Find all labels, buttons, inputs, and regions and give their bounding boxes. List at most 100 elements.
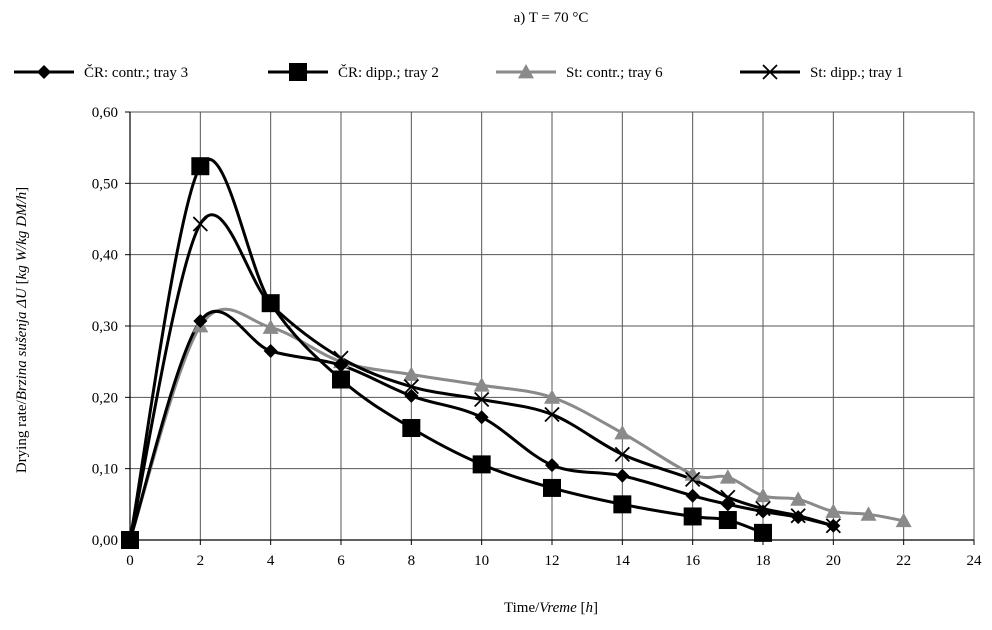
y-axis-label-prefix: Drying rate/ <box>14 399 30 473</box>
data-point-x-stroke-b <box>790 508 806 524</box>
x-axis-label-prefix: Time/ <box>504 600 540 616</box>
x-tick-labels: 0 2 4 6 8 10 12 14 16 18 20 22 24 <box>126 553 982 569</box>
y-tick-label: 0,10 <box>92 462 118 478</box>
y-tick-label: 0,60 <box>92 105 118 121</box>
data-point-x <box>544 406 560 423</box>
data-point-x <box>685 471 701 488</box>
data-point-diamond <box>263 343 278 358</box>
y-axis-label-unit: kg W/kg DM/h <box>14 192 30 279</box>
y-tick-labels: 0,00 0,10 0,20 0,30 0,40 0,50 0,60 <box>92 105 118 549</box>
data-point-square <box>543 478 561 497</box>
legend-label: St: dipp.; tray 1 <box>810 65 903 81</box>
data-point-triangle <box>262 319 279 334</box>
series-lines <box>128 157 904 541</box>
data-point-triangle <box>403 366 420 381</box>
data-point-triangle <box>790 491 807 506</box>
x-axis-label: Time/Vreme [h] <box>504 600 598 616</box>
data-point-triangle <box>755 487 771 503</box>
data-point-triangle <box>684 466 701 481</box>
data-point-x <box>755 500 771 517</box>
data-point-square <box>191 157 210 176</box>
legend-marker-diamond <box>37 65 51 79</box>
data-point-diamond <box>756 504 770 519</box>
x-axis-label-close: ] <box>593 600 598 616</box>
data-point-triangle <box>719 469 736 484</box>
data-point-x-stroke-b <box>685 471 701 488</box>
series-line-triangle <box>128 307 904 541</box>
data-point-diamond <box>545 458 559 473</box>
data-point-square <box>261 294 280 313</box>
data-point-diamond <box>193 314 208 329</box>
series-markers <box>121 157 912 549</box>
legend-marker-x <box>762 64 778 80</box>
data-point-diamond <box>404 388 419 403</box>
legend-item: ČR: dipp.; tray 2 <box>268 63 439 81</box>
series-line-x <box>128 213 834 541</box>
series-line-diamond <box>128 309 834 541</box>
x-axis-label-italic: Vreme <box>539 600 577 616</box>
x-tick-label: 2 <box>197 553 205 569</box>
data-point-x <box>192 216 208 232</box>
y-tick-label: 0,40 <box>92 248 118 264</box>
data-point-diamond <box>791 510 806 525</box>
x-tick-label: 12 <box>545 553 560 569</box>
data-point-square <box>402 419 421 438</box>
data-point-square <box>613 495 632 514</box>
y-axis-label: Drying rate/Brzina sušenja ΔU [kg W/kg D… <box>14 187 30 473</box>
chart-title: a) T = 70 °C <box>514 10 589 26</box>
x-tick-label: 8 <box>408 553 416 569</box>
x-tick-label: 16 <box>685 553 701 569</box>
data-point-triangle <box>473 377 490 392</box>
data-point-x <box>825 518 841 534</box>
data-point-x-stroke-b <box>192 216 208 232</box>
y-axis-label-open: [ <box>14 279 30 288</box>
data-point-triangle <box>895 512 912 528</box>
data-point-x-stroke-b <box>755 500 771 517</box>
legend-marker-square <box>289 63 307 81</box>
data-point-diamond <box>474 410 489 425</box>
x-tick-label: 24 <box>967 553 983 569</box>
data-point-triangle <box>825 503 842 518</box>
data-point-square <box>718 511 737 530</box>
legend-label: ČR: dipp.; tray 2 <box>338 64 439 81</box>
data-point-x-stroke-b <box>614 446 630 463</box>
y-axis-label-close: ] <box>14 187 30 192</box>
y-tick-label: 0,00 <box>92 533 118 549</box>
legend-marker-x-stroke-b <box>762 64 778 80</box>
y-tick-label: 0,50 <box>92 176 118 192</box>
data-point-x-stroke-b <box>825 518 841 534</box>
x-tick-label: 0 <box>126 553 134 569</box>
data-point-x <box>614 446 630 463</box>
legend-item: ČR: contr.; tray 3 <box>14 64 188 81</box>
x-tick-label: 14 <box>615 553 631 569</box>
data-point-x-stroke-b <box>720 489 736 505</box>
y-tick-label: 0,30 <box>92 319 118 335</box>
data-point-x-stroke-b <box>333 350 349 366</box>
data-point-x <box>333 350 349 366</box>
x-tick-label: 18 <box>756 553 771 569</box>
axes <box>125 111 975 545</box>
x-tick-label: 20 <box>826 553 841 569</box>
x-tick-label: 10 <box>474 553 489 569</box>
data-point-square <box>683 507 702 526</box>
legend-label: St: contr.; tray 6 <box>566 65 663 81</box>
data-point-x <box>403 378 419 395</box>
data-point-square <box>332 370 350 389</box>
data-point-square <box>121 531 139 549</box>
data-point-square <box>472 455 491 474</box>
y-axis-label-italic: Brzina sušenja ΔU <box>14 287 30 400</box>
data-point-x <box>790 508 806 524</box>
data-point-x-stroke-b <box>544 406 560 423</box>
y-tick-label: 0,20 <box>92 390 118 406</box>
data-point-square <box>754 523 772 542</box>
legend-item: St: contr.; tray 6 <box>496 64 663 81</box>
data-point-x-stroke-b <box>474 391 490 408</box>
legend-marker-triangle <box>518 64 534 79</box>
x-tick-label: 22 <box>896 553 911 569</box>
x-axis-label-open: [ <box>577 600 586 616</box>
x-tick-label: 4 <box>267 553 275 569</box>
x-tick-label: 6 <box>337 553 345 569</box>
data-point-x <box>474 391 490 408</box>
